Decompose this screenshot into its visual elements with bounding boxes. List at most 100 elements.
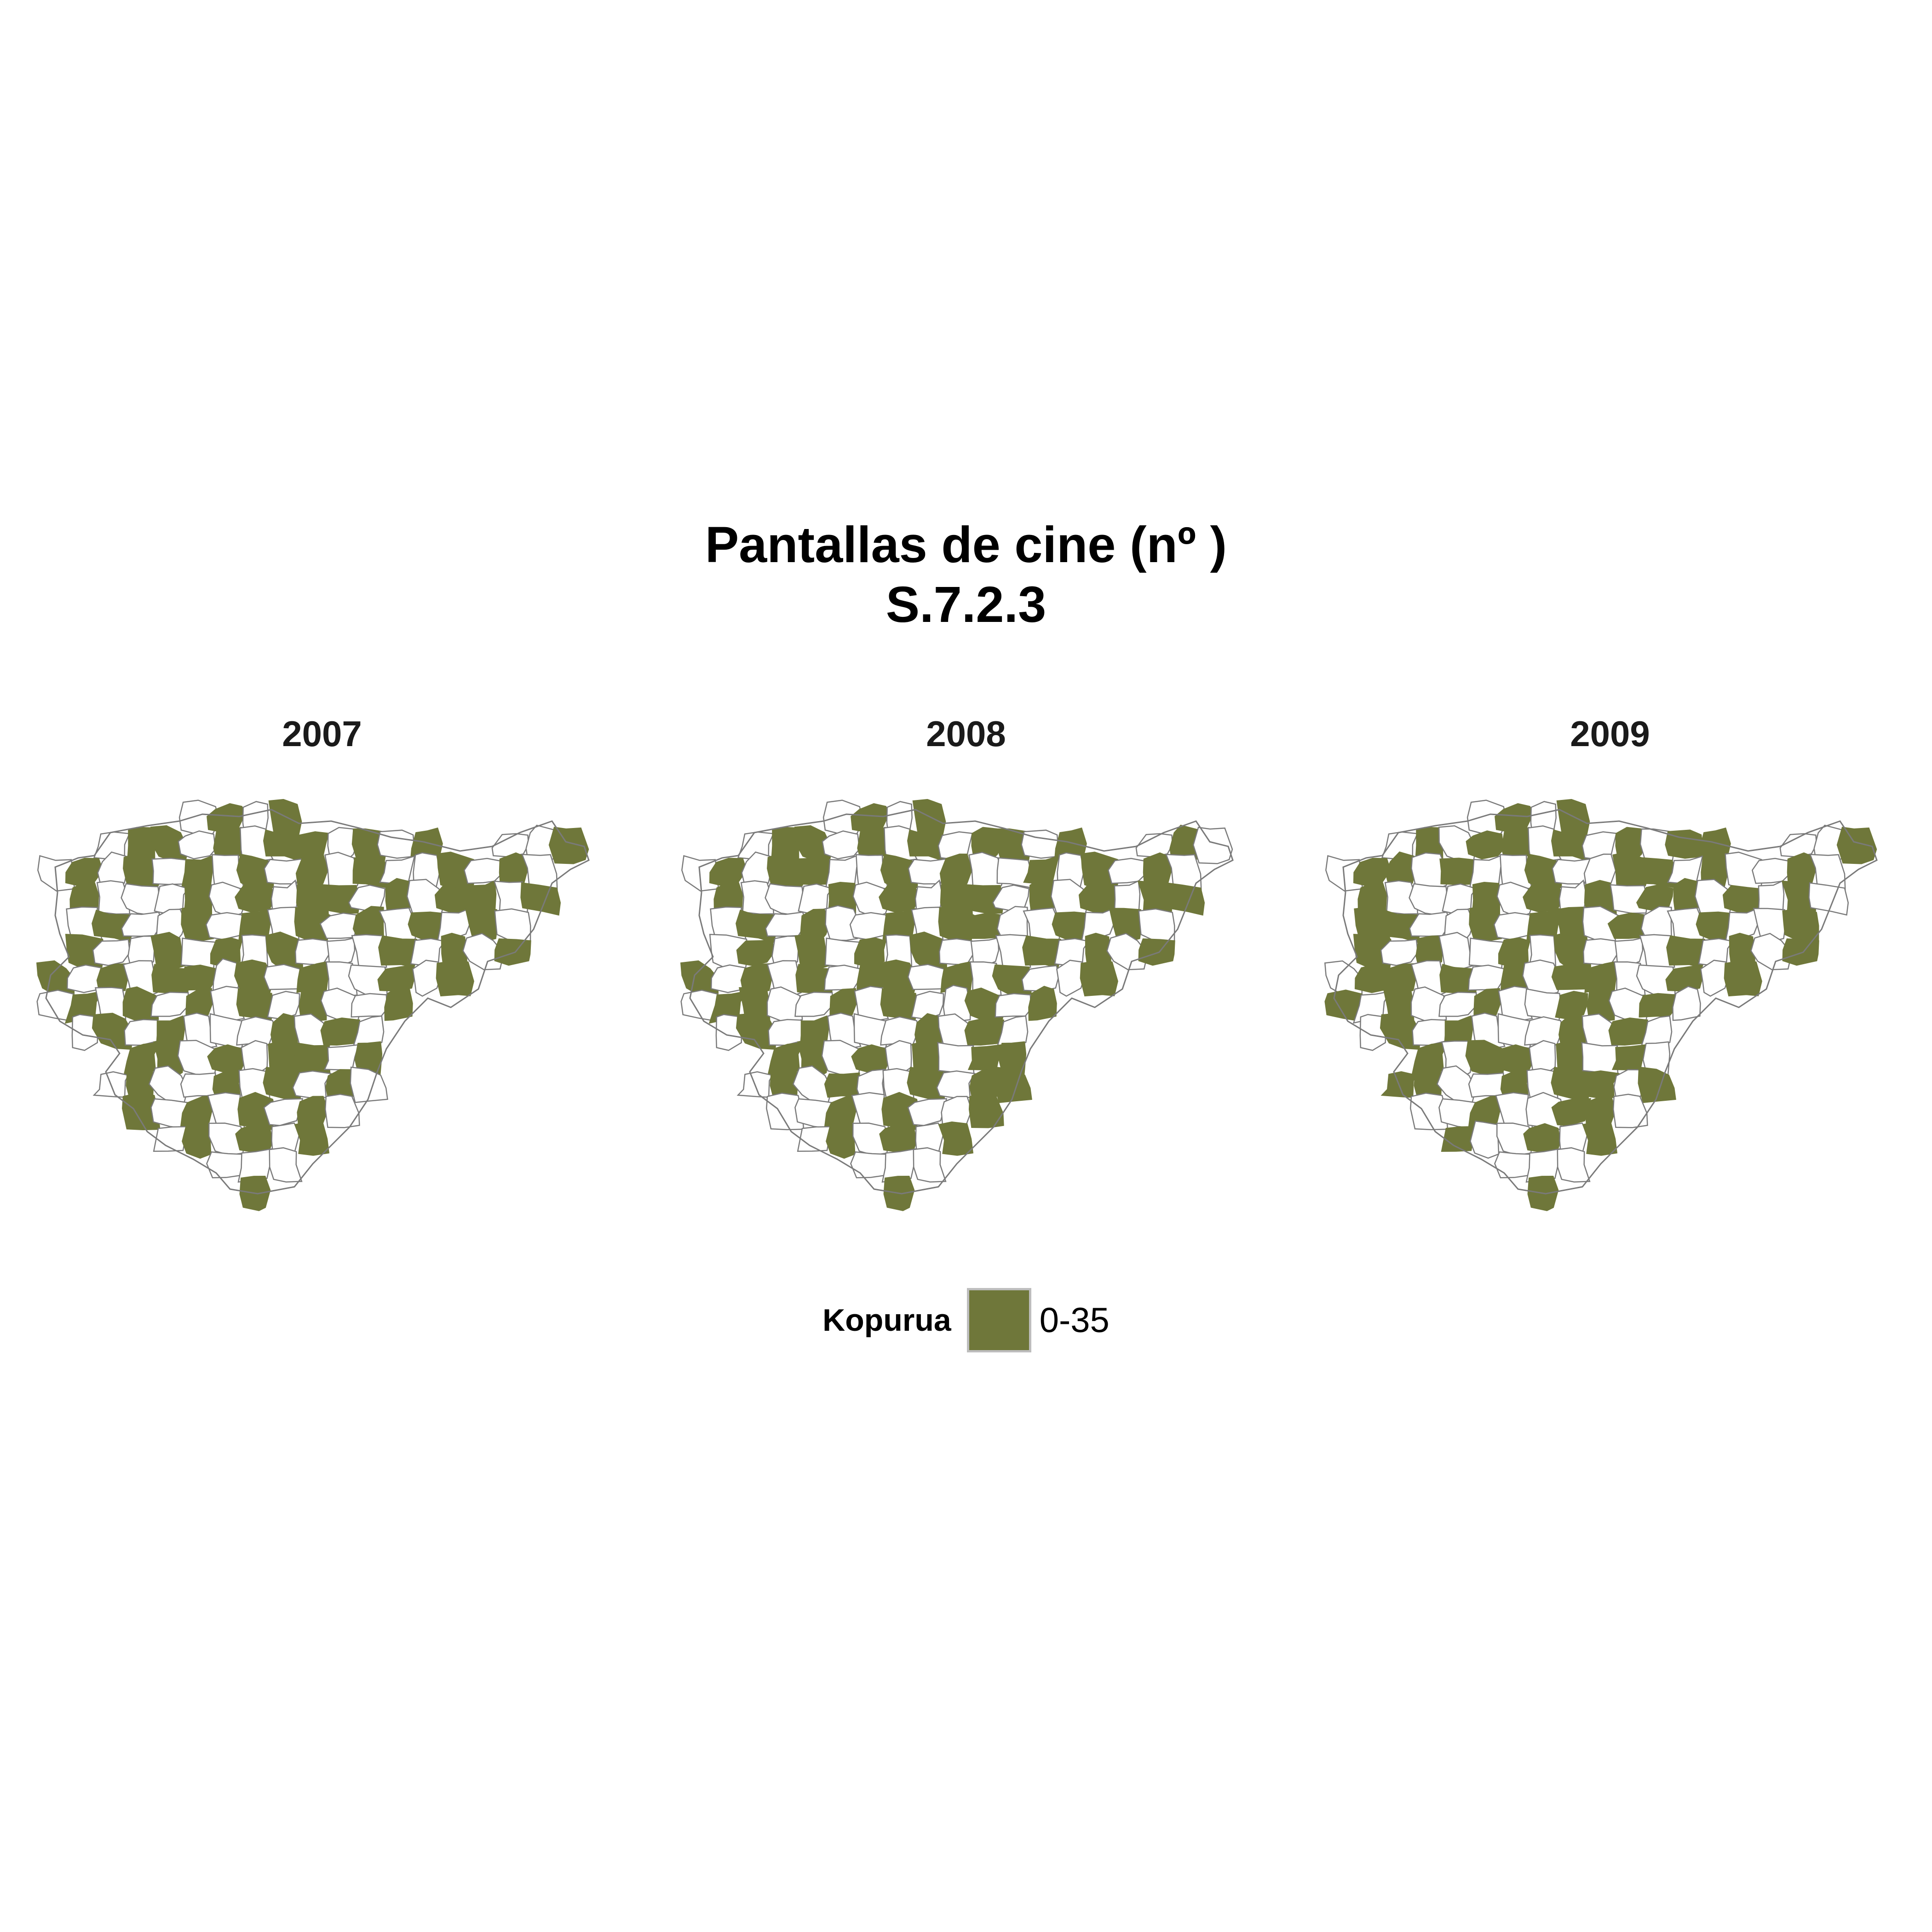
map-panel-2: 2009 — [1288, 713, 1932, 1242]
municipality-with-cinema — [1523, 884, 1564, 913]
municipality — [1612, 1093, 1648, 1128]
municipality-with-cinema — [122, 986, 159, 1024]
municipality — [348, 964, 388, 998]
municipality — [1725, 908, 1759, 944]
municipality — [294, 938, 331, 966]
municipality-with-cinema — [794, 932, 831, 970]
municipality-with-cinema — [857, 827, 886, 860]
municipality-with-cinema — [1836, 827, 1877, 864]
municipality — [1522, 959, 1562, 996]
municipality-with-cinema — [1639, 993, 1676, 1018]
municipality — [1411, 852, 1450, 891]
region-outline — [1333, 809, 1878, 1195]
municipality-with-cinema — [1498, 937, 1530, 968]
municipality-with-cinema — [1385, 851, 1416, 891]
municipality-with-cinema — [235, 884, 276, 913]
municipality — [1470, 1120, 1501, 1159]
municipality — [324, 851, 361, 890]
municipality-with-cinema — [767, 852, 806, 891]
figure-title: Pantallas de cine (nº ) S.7.2.3 — [0, 515, 1932, 635]
municipality — [210, 986, 245, 1022]
municipality — [741, 851, 772, 891]
municipality — [178, 830, 216, 860]
municipality — [913, 1147, 947, 1183]
municipality — [1107, 857, 1148, 884]
municipality — [180, 1072, 217, 1098]
municipality — [263, 1098, 304, 1126]
municipality — [827, 1012, 862, 1049]
municipality — [1081, 908, 1115, 944]
municipality — [1438, 932, 1475, 970]
municipality — [996, 857, 1033, 889]
municipality — [150, 991, 189, 1017]
municipality — [353, 1015, 385, 1047]
choropleth-map — [1324, 799, 1878, 1211]
municipality — [324, 1093, 360, 1128]
municipality — [995, 934, 1031, 972]
municipality-with-cinema — [234, 959, 274, 996]
municipality-with-cinema — [1028, 986, 1057, 1021]
municipality-with-cinema — [709, 857, 748, 888]
municipality — [1138, 908, 1175, 944]
municipality — [267, 991, 300, 1020]
municipality-with-cinema — [384, 986, 413, 1021]
municipality — [911, 991, 944, 1020]
municipality-with-cinema — [938, 1121, 974, 1156]
municipality-with-cinema — [213, 827, 242, 860]
municipality-with-cinema — [1353, 857, 1392, 888]
municipality — [351, 934, 387, 972]
municipality — [269, 1147, 303, 1183]
region-outline — [689, 809, 1234, 1195]
municipality — [715, 1014, 742, 1051]
municipality-with-cinema — [377, 965, 416, 992]
municipality-with-cinema — [826, 1120, 857, 1159]
municipality-with-cinema — [1587, 984, 1615, 1022]
municipality-with-cinema — [465, 908, 499, 942]
municipality-with-cinema — [1109, 908, 1143, 942]
municipality-with-cinema — [123, 852, 162, 891]
municipality-with-cinema — [1782, 908, 1819, 944]
municipality-with-cinema — [1556, 799, 1590, 838]
municipality — [1808, 882, 1849, 916]
legend: Kopurua 0-35 — [0, 1288, 1932, 1352]
choropleth-map — [36, 799, 590, 1211]
municipality — [1359, 1014, 1386, 1051]
municipality — [1700, 960, 1730, 997]
municipality — [1750, 932, 1793, 971]
map-panel-0: 2007 — [0, 713, 644, 1242]
municipality — [907, 964, 946, 990]
municipality — [970, 937, 1000, 969]
municipality-with-cinema — [1501, 827, 1530, 860]
municipality-with-cinema — [1551, 964, 1590, 990]
municipality-with-cinema — [1441, 1126, 1476, 1152]
title-line-2: S.7.2.3 — [886, 576, 1046, 633]
municipality — [1471, 1012, 1506, 1049]
panel-year-label: 2007 — [282, 713, 362, 754]
municipality — [995, 993, 1032, 1018]
municipality — [936, 1070, 976, 1098]
municipality — [437, 908, 471, 944]
municipality-with-cinema — [912, 799, 946, 838]
municipality — [997, 1015, 1029, 1047]
municipality-with-cinema — [1608, 1018, 1648, 1046]
municipality-with-cinema — [1638, 1066, 1676, 1103]
municipality-with-cinema — [294, 1121, 330, 1156]
municipality — [153, 1126, 188, 1152]
municipality-with-cinema — [854, 937, 886, 968]
legend-title: Kopurua — [822, 1303, 951, 1338]
municipality — [412, 960, 442, 997]
municipality-with-cinema — [939, 853, 972, 890]
municipality-with-cinema — [268, 799, 302, 838]
municipality-with-cinema — [1580, 1070, 1620, 1098]
municipality-with-cinema — [548, 827, 589, 864]
municipality — [1021, 965, 1060, 992]
municipality-with-cinema — [878, 959, 918, 996]
municipality — [1384, 880, 1419, 915]
municipality-with-cinema — [1612, 851, 1649, 890]
municipality — [1753, 908, 1787, 942]
region-outline — [45, 809, 590, 1195]
municipality — [1672, 986, 1701, 1021]
municipality — [1106, 932, 1149, 971]
municipality-with-cinema — [968, 1093, 1004, 1128]
municipality — [907, 1098, 948, 1126]
